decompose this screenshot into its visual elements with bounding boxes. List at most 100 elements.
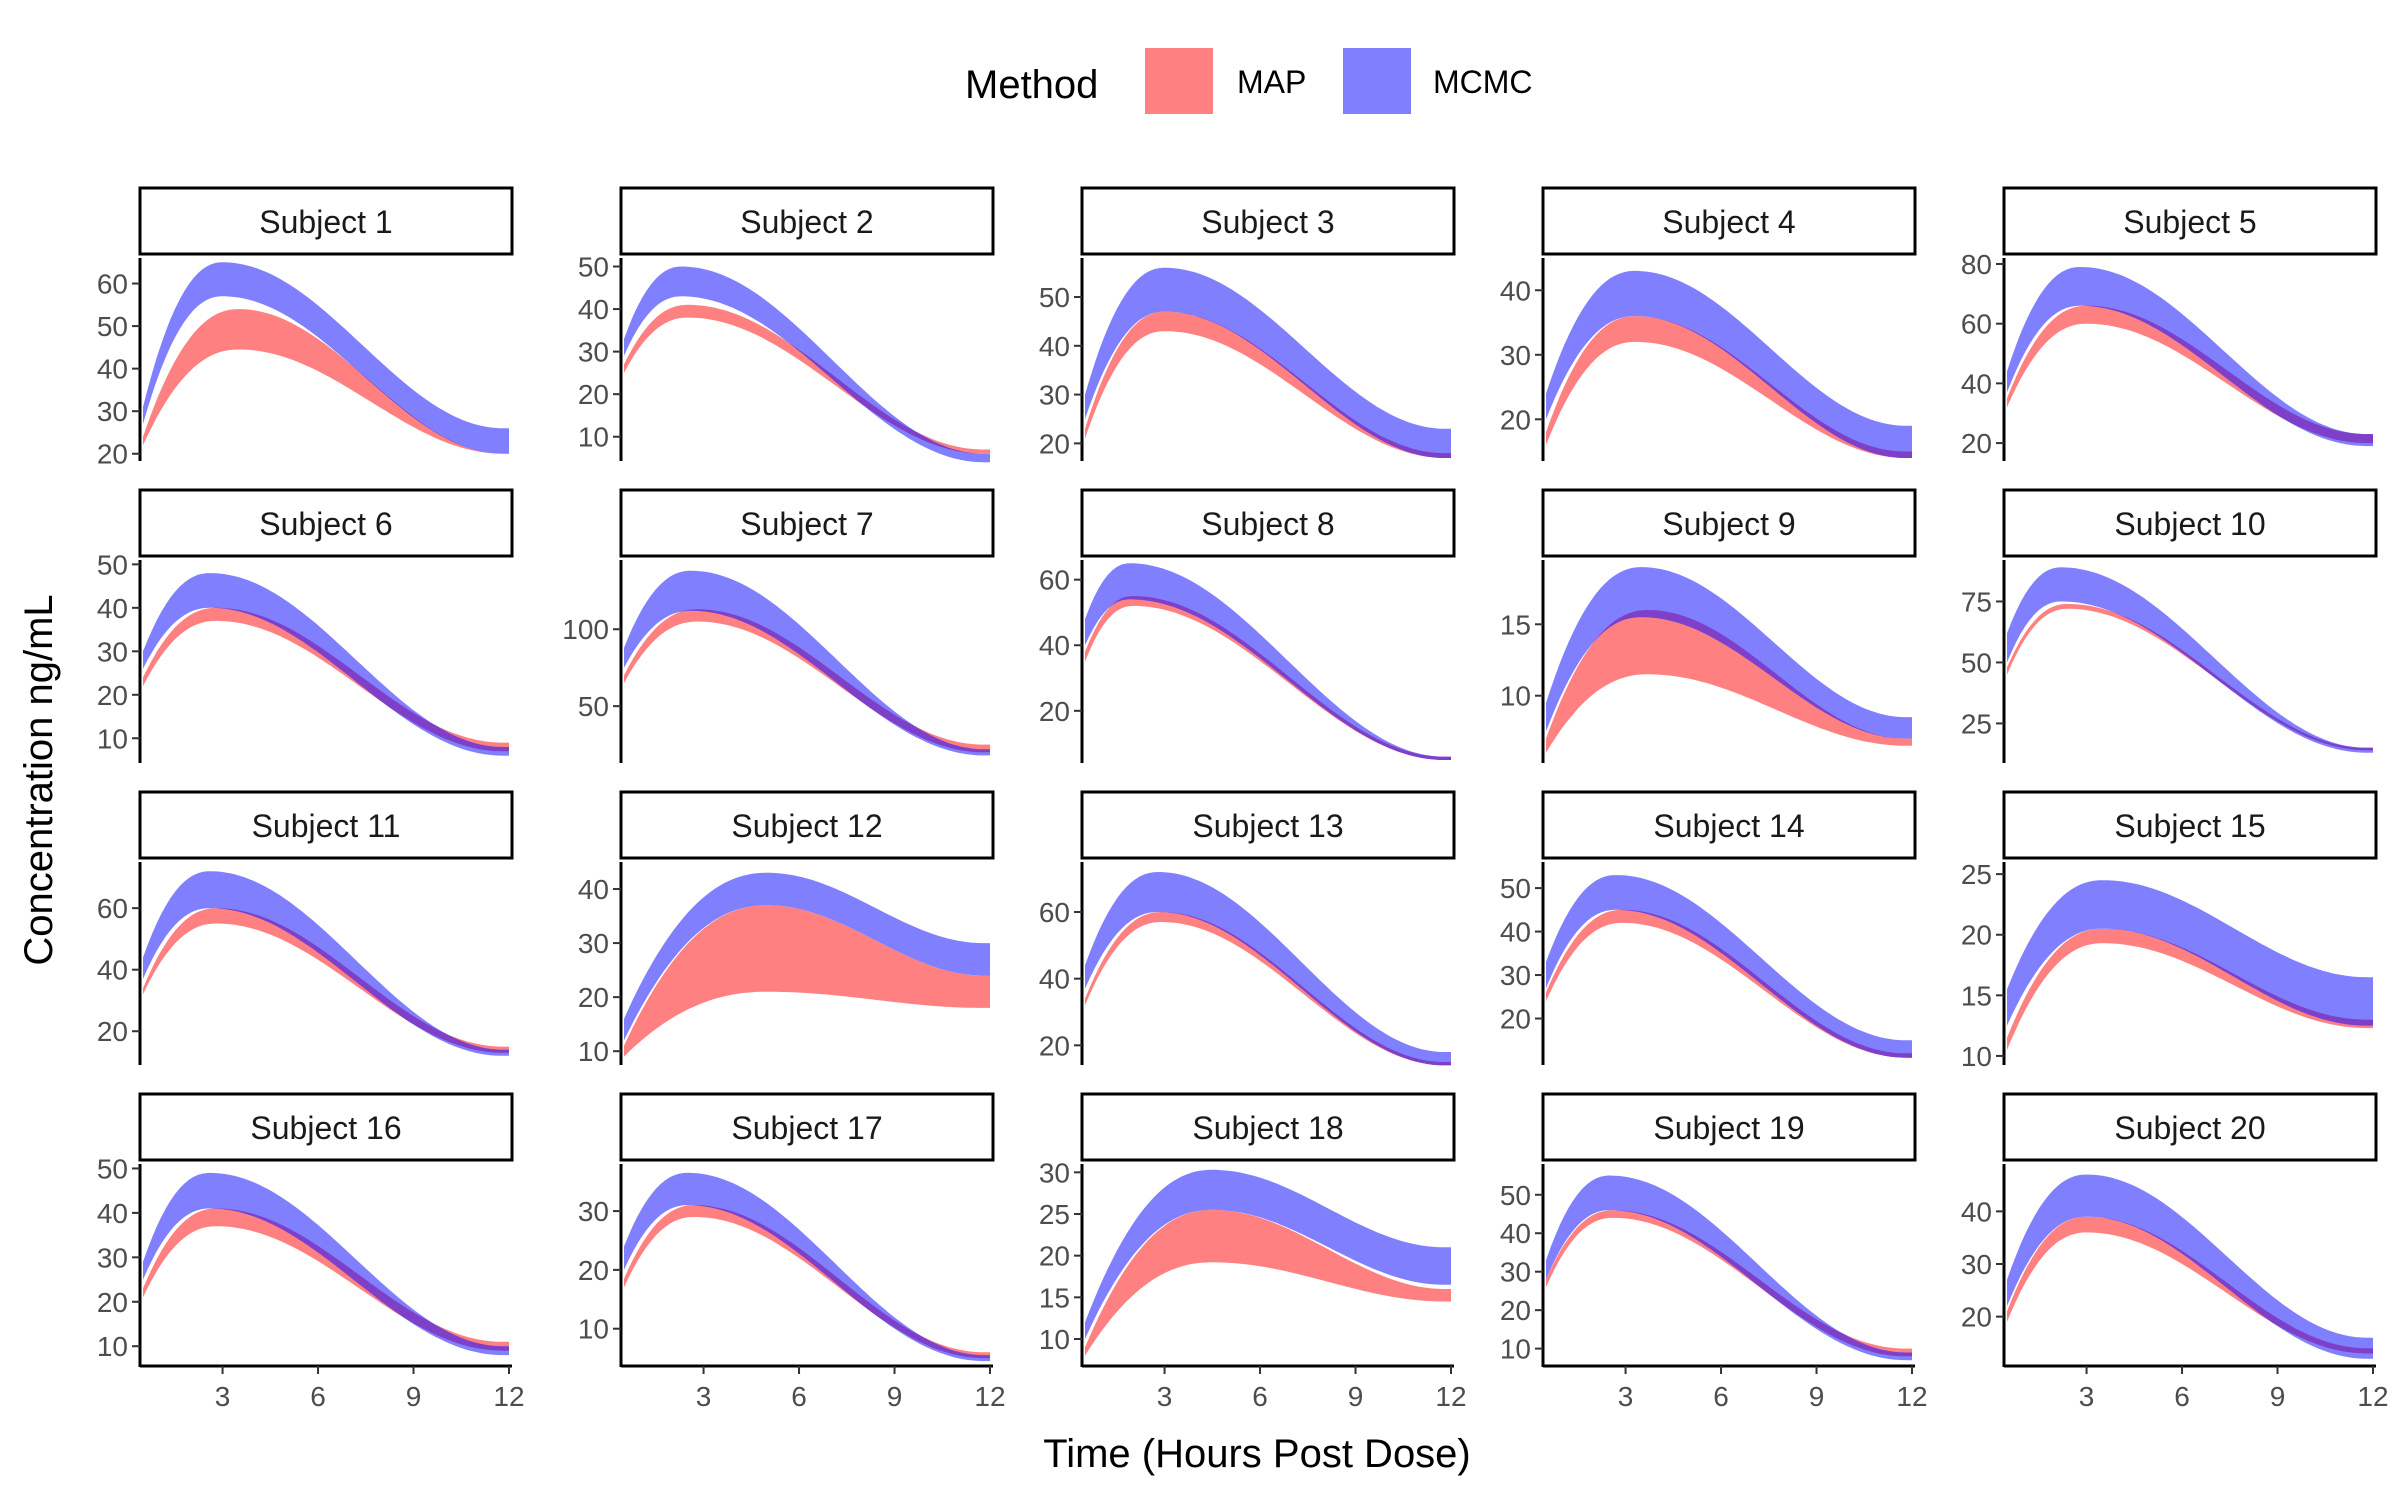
y-tick-label: 50 xyxy=(1961,647,1992,678)
y-tick-label: 40 xyxy=(1039,331,1070,362)
x-tick-label: 9 xyxy=(1809,1381,1825,1412)
ribbon-mcmc xyxy=(1546,567,1912,739)
ribbon-overlap xyxy=(143,607,509,752)
x-tick-label: 9 xyxy=(887,1381,903,1412)
panel-title: Subject 14 xyxy=(1653,808,1804,844)
y-tick-label: 40 xyxy=(1961,1196,1992,1227)
y-tick-label: 30 xyxy=(578,1196,609,1227)
ribbon-map xyxy=(624,609,990,753)
ribbon-mcmc xyxy=(143,1172,509,1356)
ribbon-map xyxy=(1085,596,1451,760)
y-tick-label: 60 xyxy=(1961,309,1992,340)
y-tick-label: 50 xyxy=(97,549,128,580)
ribbon-map xyxy=(624,304,990,454)
y-tick-label: 30 xyxy=(1039,1157,1070,1188)
y-tick-label: 10 xyxy=(578,422,609,453)
ribbon-map xyxy=(1546,1210,1912,1357)
ribbon-map xyxy=(2007,928,2373,1050)
y-tick-label: 20 xyxy=(578,1255,609,1286)
legend-label-map: MAP xyxy=(1237,64,1306,100)
y-tick-label: 30 xyxy=(97,396,128,427)
y-tick-label: 40 xyxy=(97,593,128,624)
y-tick-label: 30 xyxy=(1500,340,1531,371)
x-tick-label: 3 xyxy=(696,1381,712,1412)
y-tick-label: 20 xyxy=(578,379,609,410)
panel-subject-10: Subject 10 25 50 75 xyxy=(1961,488,2378,763)
legend-swatch-mcmc xyxy=(1343,48,1411,114)
y-tick-label: 75 xyxy=(1961,586,1992,617)
ribbon-overlap xyxy=(143,1208,509,1351)
x-axis-title: Time (Hours Post Dose) xyxy=(1043,1432,1471,1476)
y-tick-label: 50 xyxy=(1500,1180,1531,1211)
y-tick-label: 30 xyxy=(97,636,128,667)
ribbon-mcmc xyxy=(2007,567,2373,753)
x-tick-label: 6 xyxy=(1252,1381,1268,1412)
y-tick-label: 40 xyxy=(97,955,128,986)
y-tick-label: 40 xyxy=(1961,368,1992,399)
panel-title: Subject 15 xyxy=(2114,808,2265,844)
panel-strip xyxy=(1541,186,1917,256)
x-tick-label: 9 xyxy=(2270,1381,2286,1412)
panel-strip xyxy=(138,790,514,860)
panel-subject-3: Subject 3 20 30 40 50 xyxy=(1039,186,1456,461)
y-tick-label: 60 xyxy=(97,269,128,300)
panel-subject-12: Subject 12 10 20 30 40 xyxy=(578,790,995,1067)
panel-subject-1: Subject 1 20 30 40 50 60 xyxy=(97,186,514,470)
y-tick-label: 20 xyxy=(97,1016,128,1047)
y-tick-label: 40 xyxy=(1500,275,1531,306)
ribbon-map xyxy=(2007,603,2373,751)
panel-title: Subject 8 xyxy=(1201,506,1334,542)
panel-subject-13: Subject 13 20 40 60 xyxy=(1039,790,1456,1066)
panel-strip xyxy=(138,1092,514,1162)
ribbon-map xyxy=(143,1208,509,1351)
x-tick-label: 12 xyxy=(1435,1381,1466,1412)
y-tick-label: 50 xyxy=(97,311,128,342)
y-tick-label: 30 xyxy=(1961,1249,1992,1280)
panel-title: Subject 6 xyxy=(259,506,392,542)
x-tick-label: 3 xyxy=(2079,1381,2095,1412)
ribbon-map xyxy=(143,309,509,454)
x-tick-label: 3 xyxy=(215,1381,231,1412)
y-tick-label: 50 xyxy=(1500,873,1531,904)
panel-strip xyxy=(1080,790,1456,860)
ribbon-mcmc xyxy=(1085,267,1451,458)
y-tick-label: 20 xyxy=(1039,1030,1070,1061)
panel-title: Subject 7 xyxy=(740,506,873,542)
x-tick-label: 6 xyxy=(2174,1381,2190,1412)
ribbon-mcmc xyxy=(1085,1169,1451,1339)
panel-title: Subject 11 xyxy=(252,808,401,844)
y-tick-label: 60 xyxy=(97,893,128,924)
y-tick-label: 20 xyxy=(1500,1004,1531,1035)
panel-strip xyxy=(619,488,995,558)
panel-strip xyxy=(2002,790,2378,860)
y-tick-label: 30 xyxy=(97,1242,128,1273)
ribbon-map xyxy=(143,908,509,1053)
panel-strip xyxy=(2002,186,2378,256)
panel-title: Subject 9 xyxy=(1662,506,1795,542)
y-tick-label: 10 xyxy=(1039,1324,1070,1355)
y-tick-label: 10 xyxy=(578,1314,609,1345)
ribbon-mcmc xyxy=(1546,270,1912,458)
y-axis-title: Concentration ng/mL xyxy=(17,594,61,965)
ribbon-map xyxy=(1546,610,1912,753)
panel-strip xyxy=(619,790,995,860)
ribbon-overlap xyxy=(2007,305,2373,444)
ribbons xyxy=(1546,567,1912,753)
ribbon-overlap xyxy=(2007,928,2373,1026)
ribbon-mcmc xyxy=(2007,880,2373,1026)
ribbons xyxy=(624,570,990,756)
y-tick-label: 25 xyxy=(1961,708,1992,739)
x-tick-label: 3 xyxy=(1618,1381,1634,1412)
panel-subject-20: Subject 20 3 6 9 12 20 30 40 xyxy=(1961,1092,2389,1412)
panel-strip xyxy=(1080,1092,1456,1162)
ribbon-mcmc xyxy=(143,871,509,1056)
y-tick-label: 15 xyxy=(1039,1282,1070,1313)
y-tick-label: 100 xyxy=(562,614,609,645)
ribbons xyxy=(2007,880,2373,1050)
panel-subject-7: Subject 7 50 100 xyxy=(562,488,995,763)
x-tick-label: 12 xyxy=(2357,1381,2388,1412)
y-tick-label: 30 xyxy=(1500,1257,1531,1288)
ribbon-mcmc xyxy=(624,570,990,756)
ribbon-overlap xyxy=(624,296,990,454)
y-tick-label: 20 xyxy=(97,680,128,711)
